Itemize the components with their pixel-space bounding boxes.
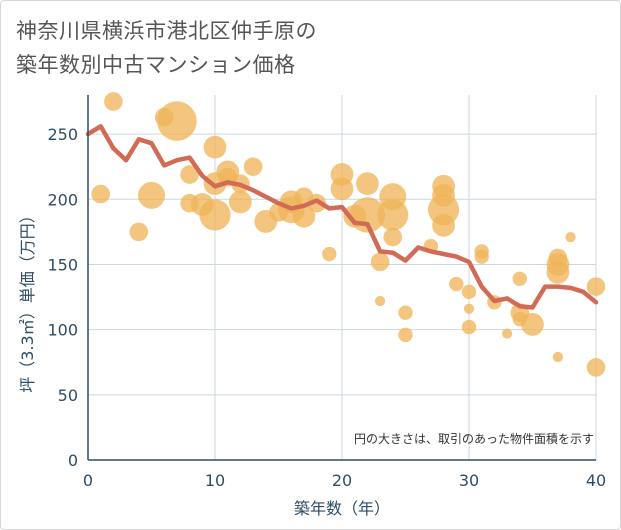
data-bubble bbox=[461, 284, 477, 300]
data-bubble bbox=[292, 204, 316, 228]
chart-title: 神奈川県横浜市港北区仲手原の 築年数別中古マンション価格 bbox=[16, 14, 576, 82]
y-tick-label: 150 bbox=[47, 255, 78, 274]
data-bubble bbox=[330, 177, 354, 201]
title-line-1: 神奈川県横浜市港北区仲手原の bbox=[16, 19, 317, 43]
data-bubble bbox=[502, 328, 513, 339]
y-axis-label: 坪（3.3㎡）単価（万円） bbox=[18, 207, 37, 392]
x-tick-label: 10 bbox=[205, 471, 225, 490]
x-axis-label: 築年数（年） bbox=[294, 499, 390, 518]
y-tick-label: 200 bbox=[47, 190, 78, 209]
data-bubble bbox=[586, 277, 606, 296]
data-bubble bbox=[375, 295, 386, 307]
y-tick-label: 100 bbox=[47, 321, 78, 340]
data-bubble bbox=[512, 271, 527, 287]
data-bubble bbox=[229, 190, 252, 214]
data-bubble bbox=[565, 231, 576, 243]
bubble-size-note: 円の大きさは、取引のあった物件面積を示す bbox=[354, 431, 594, 446]
bubble-layer bbox=[91, 92, 606, 377]
data-bubble bbox=[377, 199, 409, 231]
x-tick-label: 0 bbox=[83, 471, 93, 490]
data-bubble bbox=[157, 101, 197, 141]
tick-labels: 0 10 20 30 40 0 50 100 150 200 250 bbox=[47, 125, 606, 490]
data-bubble bbox=[463, 303, 475, 314]
trend-line bbox=[85, 124, 599, 310]
title-line-2: 築年数別中古マンション価格 bbox=[16, 53, 296, 77]
data-bubble bbox=[449, 276, 464, 292]
y-tick-label: 250 bbox=[47, 125, 78, 144]
data-bubble bbox=[203, 135, 227, 159]
x-tick-label: 40 bbox=[586, 471, 606, 490]
y-tick-label: 50 bbox=[58, 386, 78, 405]
data-bubble bbox=[180, 165, 199, 184]
data-bubble bbox=[91, 184, 110, 204]
data-bubble bbox=[552, 351, 564, 363]
data-bubble bbox=[243, 157, 263, 176]
data-bubble bbox=[521, 313, 544, 336]
data-bubble bbox=[383, 227, 403, 247]
data-bubble bbox=[356, 172, 379, 196]
data-bubble bbox=[370, 252, 390, 272]
trend-line-layer bbox=[85, 124, 599, 310]
data-bubble bbox=[199, 199, 231, 231]
data-bubble bbox=[461, 319, 477, 335]
data-bubble bbox=[322, 246, 337, 262]
data-bubble bbox=[104, 92, 123, 111]
data-bubble bbox=[398, 305, 413, 320]
x-tick-label: 30 bbox=[459, 471, 479, 490]
data-bubble bbox=[432, 213, 455, 237]
data-bubble bbox=[474, 249, 489, 264]
data-bubble bbox=[586, 358, 606, 377]
axes bbox=[87, 95, 596, 461]
x-tick-label: 20 bbox=[332, 471, 352, 490]
y-tick-label: 0 bbox=[68, 451, 78, 470]
data-bubble bbox=[398, 327, 413, 343]
data-bubble bbox=[129, 222, 149, 242]
data-bubble bbox=[546, 260, 570, 284]
data-bubble bbox=[138, 181, 165, 209]
